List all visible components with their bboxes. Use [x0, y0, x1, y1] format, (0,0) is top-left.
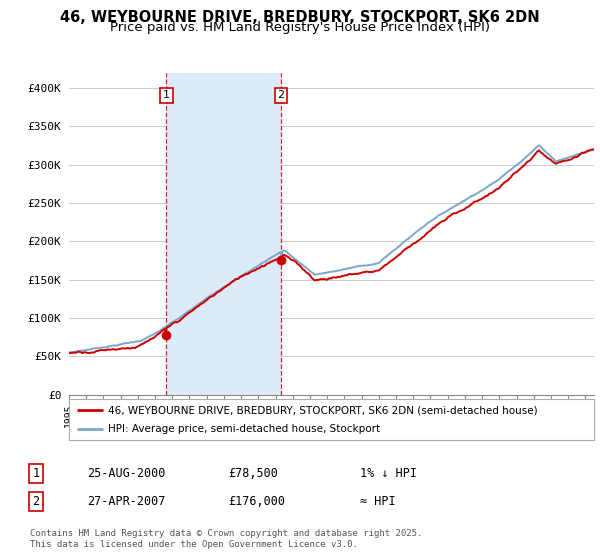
Text: 46, WEYBOURNE DRIVE, BREDBURY, STOCKPORT, SK6 2DN: 46, WEYBOURNE DRIVE, BREDBURY, STOCKPORT… [60, 10, 540, 25]
Text: £176,000: £176,000 [228, 494, 285, 508]
Text: Contains HM Land Registry data © Crown copyright and database right 2025.
This d: Contains HM Land Registry data © Crown c… [30, 529, 422, 549]
Text: 25-AUG-2000: 25-AUG-2000 [87, 466, 166, 480]
Text: 1: 1 [32, 466, 40, 480]
Text: £78,500: £78,500 [228, 466, 278, 480]
Text: HPI: Average price, semi-detached house, Stockport: HPI: Average price, semi-detached house,… [109, 424, 380, 433]
Text: 46, WEYBOURNE DRIVE, BREDBURY, STOCKPORT, SK6 2DN (semi-detached house): 46, WEYBOURNE DRIVE, BREDBURY, STOCKPORT… [109, 405, 538, 415]
Text: ≈ HPI: ≈ HPI [360, 494, 395, 508]
Text: 2: 2 [32, 494, 40, 508]
Text: 1: 1 [163, 90, 170, 100]
Text: 2: 2 [278, 90, 284, 100]
Text: Price paid vs. HM Land Registry's House Price Index (HPI): Price paid vs. HM Land Registry's House … [110, 21, 490, 34]
Text: 27-APR-2007: 27-APR-2007 [87, 494, 166, 508]
Text: 1% ↓ HPI: 1% ↓ HPI [360, 466, 417, 480]
